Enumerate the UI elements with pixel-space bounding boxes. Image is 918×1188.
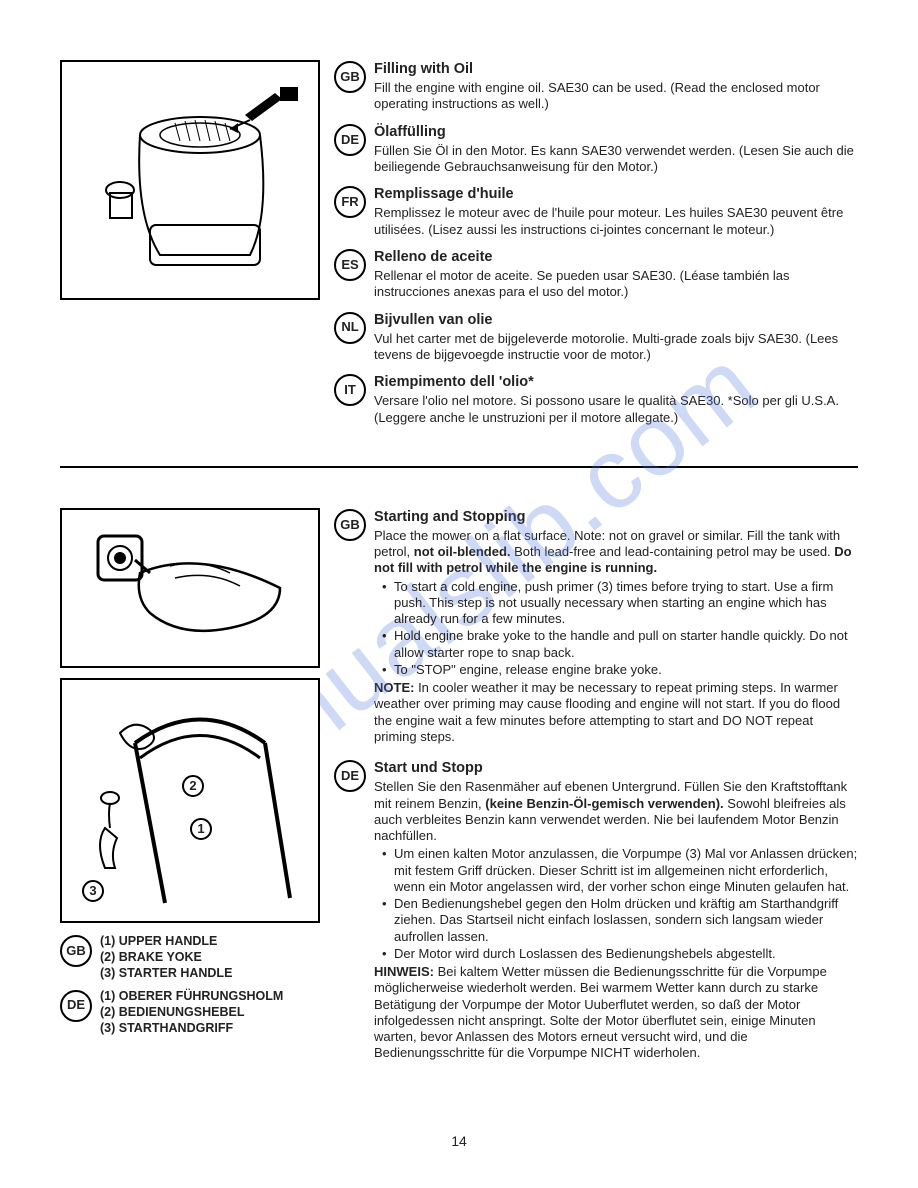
note-block: HINWEIS: Bei kaltem Wetter müssen die Be…: [374, 964, 858, 1062]
lang-code-badge: ES: [334, 249, 366, 281]
lang-entry-nl: NL Bijvullen van olie Vul het carter met…: [334, 311, 858, 364]
note-text: Bei kaltem Wetter müssen die Bedienungss…: [374, 964, 827, 1060]
legend-de: DE (1) OBERER FÜHRUNGSHOLM (2) BEDIENUNG…: [60, 988, 320, 1037]
diagram-column: 2 1 3 GB (1) UPPER HANDLE (2) BRAKE YOKE…: [60, 508, 320, 1072]
lang-text: Versare l'olio nel motore. Si possono us…: [374, 393, 858, 426]
lang-code-badge: GB: [60, 935, 92, 967]
marker-1: 1: [190, 818, 212, 840]
bullet-item: To start a cold engine, push primer (3) …: [382, 579, 858, 628]
marker-3: 3: [82, 880, 104, 902]
legend-line: (2) BRAKE YOKE: [100, 949, 232, 965]
lang-code-badge: GB: [334, 61, 366, 93]
section-start-stop: 2 1 3 GB (1) UPPER HANDLE (2) BRAKE YOKE…: [60, 508, 858, 1072]
legend-line: (3) STARTER HANDLE: [100, 965, 232, 981]
intro-bold: (keine Benzin-Öl-gemisch verwenden).: [485, 796, 723, 811]
note-block: NOTE: In cooler weather it may be necess…: [374, 680, 858, 745]
engine-diagram: [60, 60, 320, 300]
text-column: GB Starting and Stopping Place the mower…: [334, 508, 858, 1072]
text-column: GB Filling with Oil Fill the engine with…: [334, 60, 858, 436]
bullet-item: Um einen kalten Motor anzulassen, die Vo…: [382, 846, 858, 895]
lang-entry-de: DE Ölaffülling Füllen Sie Öl in den Moto…: [334, 123, 858, 176]
legend-line: (1) UPPER HANDLE: [100, 933, 232, 949]
lang-title: Filling with Oil: [374, 60, 858, 78]
lang-title: Riempimento dell 'olio*: [374, 373, 858, 391]
primer-diagram: [60, 508, 320, 668]
lang-text: Rellenar el motor de aceite. Se pueden u…: [374, 268, 858, 301]
lang-text: Füllen Sie Öl in den Motor. Es kann SAE3…: [374, 143, 858, 176]
lang-title: Relleno de aceite: [374, 248, 858, 266]
lang-entry-de-start: DE Start und Stopp Stellen Sie den Rasen…: [334, 759, 858, 1061]
bullet-item: Hold engine brake yoke to the handle and…: [382, 628, 858, 661]
lang-code-badge: DE: [334, 760, 366, 792]
legend-gb: GB (1) UPPER HANDLE (2) BRAKE YOKE (3) S…: [60, 933, 320, 982]
lang-entry-it: IT Riempimento dell 'olio* Versare l'oli…: [334, 373, 858, 426]
lang-title: Bijvullen van olie: [374, 311, 858, 329]
section-divider: [60, 466, 858, 468]
note-label: HINWEIS:: [374, 964, 434, 979]
lang-entry-es: ES Relleno de aceite Rellenar el motor d…: [334, 248, 858, 301]
bullet-item: Den Bedienungshebel gegen den Holm drück…: [382, 896, 858, 945]
bullet-item: Der Motor wird durch Loslassen des Bedie…: [382, 946, 858, 962]
lang-code-badge: DE: [60, 990, 92, 1022]
bullet-list: To start a cold engine, push primer (3) …: [382, 579, 858, 679]
bullet-item: To "STOP" engine, release engine brake y…: [382, 662, 858, 678]
note-text: In cooler weather it may be necessary to…: [374, 680, 840, 744]
legend-line: (1) OBERER FÜHRUNGSHOLM: [100, 988, 283, 1004]
lang-entry-gb: GB Filling with Oil Fill the engine with…: [334, 60, 858, 113]
legend-line: (2) BEDIENUNGSHEBEL: [100, 1004, 283, 1020]
lang-title: Ölaffülling: [374, 123, 858, 141]
lang-code-badge: IT: [334, 374, 366, 406]
lang-code-badge: GB: [334, 509, 366, 541]
lang-title: Starting and Stopping: [374, 508, 858, 526]
lang-intro: Place the mower on a flat surface. Note:…: [374, 528, 858, 577]
primer-svg: [80, 518, 300, 658]
diagram-column: [60, 60, 320, 436]
handle-diagram: 2 1 3: [60, 678, 320, 923]
lang-text: Vul het carter met de bijgeleverde motor…: [374, 331, 858, 364]
marker-2: 2: [182, 775, 204, 797]
handle-svg: [75, 688, 305, 913]
lang-entry-fr: FR Remplissage d'huile Remplissez le mot…: [334, 185, 858, 238]
section-fill-oil: GB Filling with Oil Fill the engine with…: [60, 60, 858, 436]
lang-intro: Stellen Sie den Rasenmäher auf ebenen Un…: [374, 779, 858, 844]
page-number: 14: [0, 1133, 918, 1151]
engine-svg: [80, 75, 300, 285]
lang-title: Start und Stopp: [374, 759, 858, 777]
lang-code-badge: NL: [334, 312, 366, 344]
manual-page: GB Filling with Oil Fill the engine with…: [0, 0, 918, 1106]
lang-title: Remplissage d'huile: [374, 185, 858, 203]
note-label: NOTE:: [374, 680, 414, 695]
lang-text: Fill the engine with engine oil. SAE30 c…: [374, 80, 858, 113]
lang-text: Remplissez le moteur avec de l'huile pou…: [374, 205, 858, 238]
intro-plain: Both lead-free and lead-containing petro…: [511, 544, 835, 559]
bullet-list: Um einen kalten Motor anzulassen, die Vo…: [382, 846, 858, 962]
intro-bold: not oil-blended.: [414, 544, 511, 559]
lang-code-badge: FR: [334, 186, 366, 218]
legend-line: (3) STARTHANDGRIFF: [100, 1020, 283, 1036]
lang-entry-gb-start: GB Starting and Stopping Place the mower…: [334, 508, 858, 745]
lang-code-badge: DE: [334, 124, 366, 156]
